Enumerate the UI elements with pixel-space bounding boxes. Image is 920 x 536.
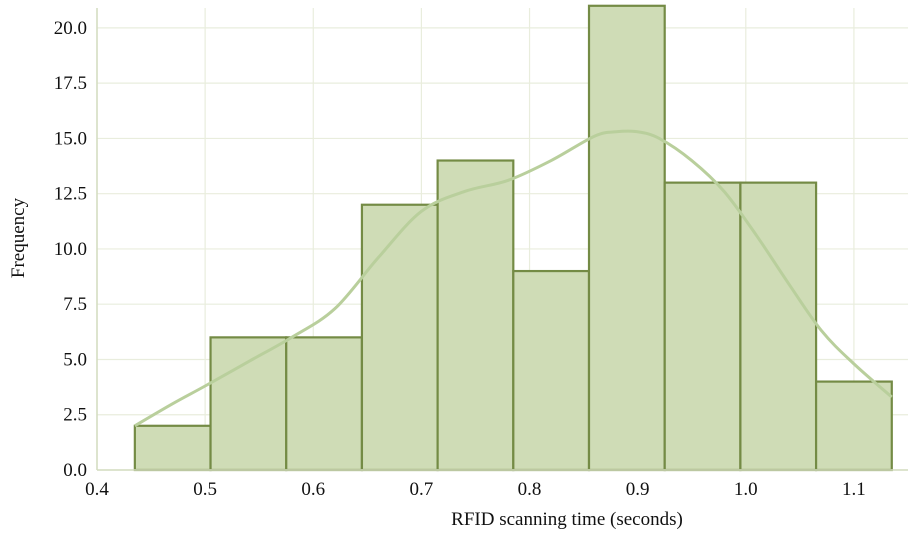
histogram-bar [512, 269, 591, 472]
y-tick-label: 15.0 [54, 128, 87, 149]
x-tick-label: 0.4 [85, 479, 109, 500]
x-tick-label: 0.6 [301, 479, 325, 500]
histogram-bar [133, 424, 212, 472]
y-tick-label: 10.0 [54, 239, 87, 260]
y-axis-label: Frequency [8, 197, 29, 278]
x-tick-label: 0.5 [193, 479, 217, 500]
histogram-bar [663, 181, 742, 472]
y-tick-label: 2.5 [63, 405, 87, 426]
y-tick-label: 12.5 [54, 184, 87, 205]
histogram-bar [436, 159, 515, 472]
x-tick-label: 0.8 [518, 479, 542, 500]
x-tick-label: 0.9 [626, 479, 650, 500]
bars-layer [133, 4, 893, 472]
histogram-bar [360, 203, 439, 472]
kde-curve [134, 129, 893, 428]
axis-layer [96, 8, 908, 471]
histogram-bar [814, 380, 893, 472]
histogram-bar [739, 181, 818, 472]
x-tick-label: 0.7 [410, 479, 434, 500]
ticks-layer: 0.4 0.5 0.6 0.7 0.8 0.9 1.0 1.1 0.0 2.5 5.0 7.5 10.0… [54, 18, 866, 500]
y-tick-label: 17.5 [54, 73, 87, 94]
x-tick-label: 1.1 [842, 479, 866, 500]
histogram-bar [587, 4, 666, 472]
kde-layer [134, 129, 893, 428]
y-tick-label: 20.0 [54, 18, 87, 39]
y-tick-label: 7.5 [63, 294, 87, 315]
x-axis-label: RFID scanning time (seconds) [451, 509, 683, 530]
histogram-bar [209, 336, 288, 472]
x-tick-label: 1.0 [734, 479, 758, 500]
histogram-bar [285, 336, 364, 472]
y-tick-label: 5.0 [63, 349, 87, 370]
y-tick-label: 0.0 [63, 460, 87, 481]
